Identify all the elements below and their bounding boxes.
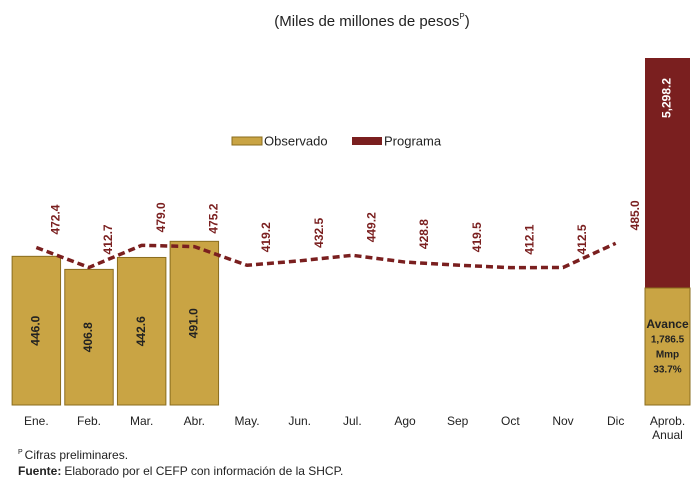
line-label: 412.1: [523, 224, 537, 254]
x-tick-label: Anual: [652, 428, 683, 442]
bar-label: 491.0: [187, 308, 201, 338]
line-label: 449.2: [365, 212, 379, 242]
annual-avance-label: Avance: [646, 317, 689, 331]
x-tick-label: Aprob.: [650, 414, 685, 428]
line-label: 412.5: [575, 224, 589, 254]
bar: [169, 240, 220, 406]
line-label: 432.5: [312, 217, 326, 247]
bar: [116, 256, 167, 406]
footnote: P Cifras preliminares.: [18, 448, 128, 462]
annual-avance-value-label: 1,786.5: [651, 335, 685, 346]
line-label: 475.2: [207, 203, 221, 233]
x-tick-label: Feb.: [77, 414, 101, 428]
line-label: 479.0: [154, 202, 168, 232]
legend-label: Observado: [264, 133, 328, 148]
x-tick-label: Mar.: [130, 414, 153, 428]
legend-swatch: [352, 137, 382, 145]
bar-label: 446.0: [29, 315, 43, 345]
x-tick-label: Oct: [501, 414, 520, 428]
chart-subtitle: (Miles de millones de pesosP): [274, 12, 469, 30]
source-label: Fuente:: [18, 464, 61, 478]
line-label: 472.4: [49, 204, 63, 234]
source: Fuente: Elaborado por el CEFP con informa…: [18, 464, 343, 478]
bar-label: 442.6: [134, 316, 148, 346]
line-label: 419.2: [259, 222, 273, 252]
x-tick-label: Sep: [447, 414, 469, 428]
subtitle-sup: P: [459, 12, 464, 21]
x-tick-label: Nov: [552, 414, 573, 428]
x-tick-label: Ago: [394, 414, 416, 428]
subtitle-text: (Miles de millones de pesos: [274, 13, 459, 30]
line-label: 485.0: [628, 200, 642, 230]
x-tick-label: Dic: [607, 414, 624, 428]
bar-label: 406.8: [81, 322, 95, 352]
annual-avance-unit: Mmp: [656, 350, 679, 361]
legend-label: Programa: [384, 133, 442, 148]
footnote-sup: P: [18, 449, 23, 456]
line-label: 419.5: [470, 222, 484, 252]
annual-avance-bar: [644, 287, 691, 406]
bar: [64, 268, 114, 406]
annual-avance-percent-label: 33.7%: [653, 365, 681, 376]
line: [35, 241, 617, 270]
bar: [11, 255, 62, 406]
x-tick-label: Abr.: [184, 414, 205, 428]
annual-total-label: 5,298.2: [660, 78, 674, 118]
x-tick-label: Ene.: [24, 414, 49, 428]
subtitle-end: ): [465, 13, 470, 30]
x-tick-label: Jul.: [343, 414, 362, 428]
footnote-text: Cifras preliminares.: [25, 448, 128, 462]
line-label: 412.7: [101, 224, 115, 254]
legend-swatch: [231, 136, 263, 146]
source-text: Elaborado por el CEFP con información de…: [64, 464, 343, 478]
x-tick-label: May.: [234, 414, 259, 428]
x-tick-label: Jun.: [288, 414, 311, 428]
line-label: 428.8: [417, 219, 431, 249]
